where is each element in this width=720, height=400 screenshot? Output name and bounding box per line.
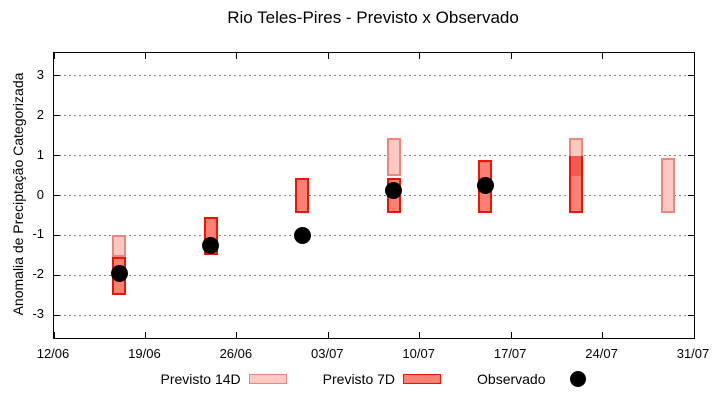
x-tick-mark — [53, 53, 55, 59]
chart-title: Rio Teles-Pires - Previsto x Observado — [227, 8, 519, 27]
gridline — [54, 234, 694, 236]
x-tick-mark — [693, 53, 695, 59]
gridline — [54, 155, 694, 157]
bar-overlap-segment — [571, 155, 582, 176]
y-tick-mark — [54, 314, 60, 316]
x-tick-label: 24/07 — [585, 346, 618, 361]
x-tick-mark — [144, 53, 146, 59]
y-tick-label: -2 — [32, 266, 44, 282]
observed-dot — [293, 226, 311, 244]
observed-dot — [476, 177, 494, 195]
y-tick-mark — [54, 274, 60, 276]
legend-label-observado: Observado — [477, 371, 546, 387]
x-tick-label: 03/07 — [311, 346, 344, 361]
x-tick-mark — [144, 332, 146, 338]
y-tick-mark — [54, 75, 60, 77]
bar-previsto-14d — [112, 235, 127, 258]
gridline — [54, 115, 694, 117]
x-tick-mark — [236, 332, 238, 338]
y-tick-label: 3 — [36, 66, 44, 82]
x-tick-label: 17/07 — [493, 346, 527, 361]
x-tick-label: 10/07 — [402, 346, 435, 361]
legend-item-previsto-7d: Previsto 7D — [322, 371, 442, 387]
x-tick-mark — [419, 332, 421, 338]
y-tick-label: 1 — [36, 146, 44, 162]
observed-dot — [385, 181, 403, 199]
x-tick-mark — [602, 332, 604, 338]
y-tick-mark — [54, 234, 60, 236]
x-tick-mark — [602, 53, 604, 59]
x-tick-mark — [419, 53, 421, 59]
legend-label-previsto-7d: Previsto 7D — [322, 371, 396, 387]
y-tick-mark — [688, 115, 694, 117]
x-tick-mark — [510, 53, 512, 59]
legend-label-previsto-14d: Previsto 14D — [160, 371, 241, 387]
observed-dot — [202, 236, 220, 254]
previsto-7d-swatch-icon — [403, 374, 442, 384]
y-tick-label: -1 — [32, 226, 44, 242]
y-tick-mark — [688, 314, 694, 316]
previsto-14d-swatch-icon — [248, 374, 287, 384]
bar-previsto-14d — [386, 137, 401, 176]
gridline — [54, 314, 694, 316]
y-tick-mark — [54, 115, 60, 117]
x-tick-mark — [327, 332, 329, 338]
x-tick-label: 31/07 — [676, 346, 710, 361]
legend-item-previsto-14d: Previsto 14D — [161, 371, 287, 387]
y-tick-mark — [688, 155, 694, 157]
bar-previsto-7d — [295, 177, 310, 214]
y-tick-mark — [688, 195, 694, 196]
gridline — [54, 195, 694, 196]
x-tick-label: 19/06 — [128, 346, 161, 361]
x-tick-label: 12/06 — [36, 346, 70, 361]
legend-item-observado: Observado — [477, 371, 586, 387]
legend: Previsto 14D Previsto 7D Observado — [53, 366, 693, 392]
gridline — [54, 75, 694, 77]
y-tick-label: 2 — [36, 106, 44, 122]
y-tick-mark — [54, 155, 60, 157]
observed-dot — [110, 264, 128, 282]
y-tick-mark — [688, 75, 694, 77]
x-tick-mark — [693, 332, 695, 338]
y-tick-mark — [54, 195, 60, 196]
x-tick-mark — [327, 53, 329, 59]
bar-previsto-14d — [660, 157, 675, 214]
plot-area — [53, 52, 695, 339]
y-tick-label: 0 — [36, 186, 44, 202]
observado-dot-icon — [569, 371, 586, 387]
y-tick-label: -3 — [32, 306, 44, 322]
x-tick-label: 26/06 — [219, 346, 253, 361]
x-tick-mark — [236, 53, 238, 59]
y-tick-mark — [688, 234, 694, 236]
gridline — [54, 274, 694, 276]
y-tick-mark — [688, 274, 694, 276]
x-tick-mark — [510, 332, 512, 338]
x-tick-mark — [53, 332, 55, 338]
